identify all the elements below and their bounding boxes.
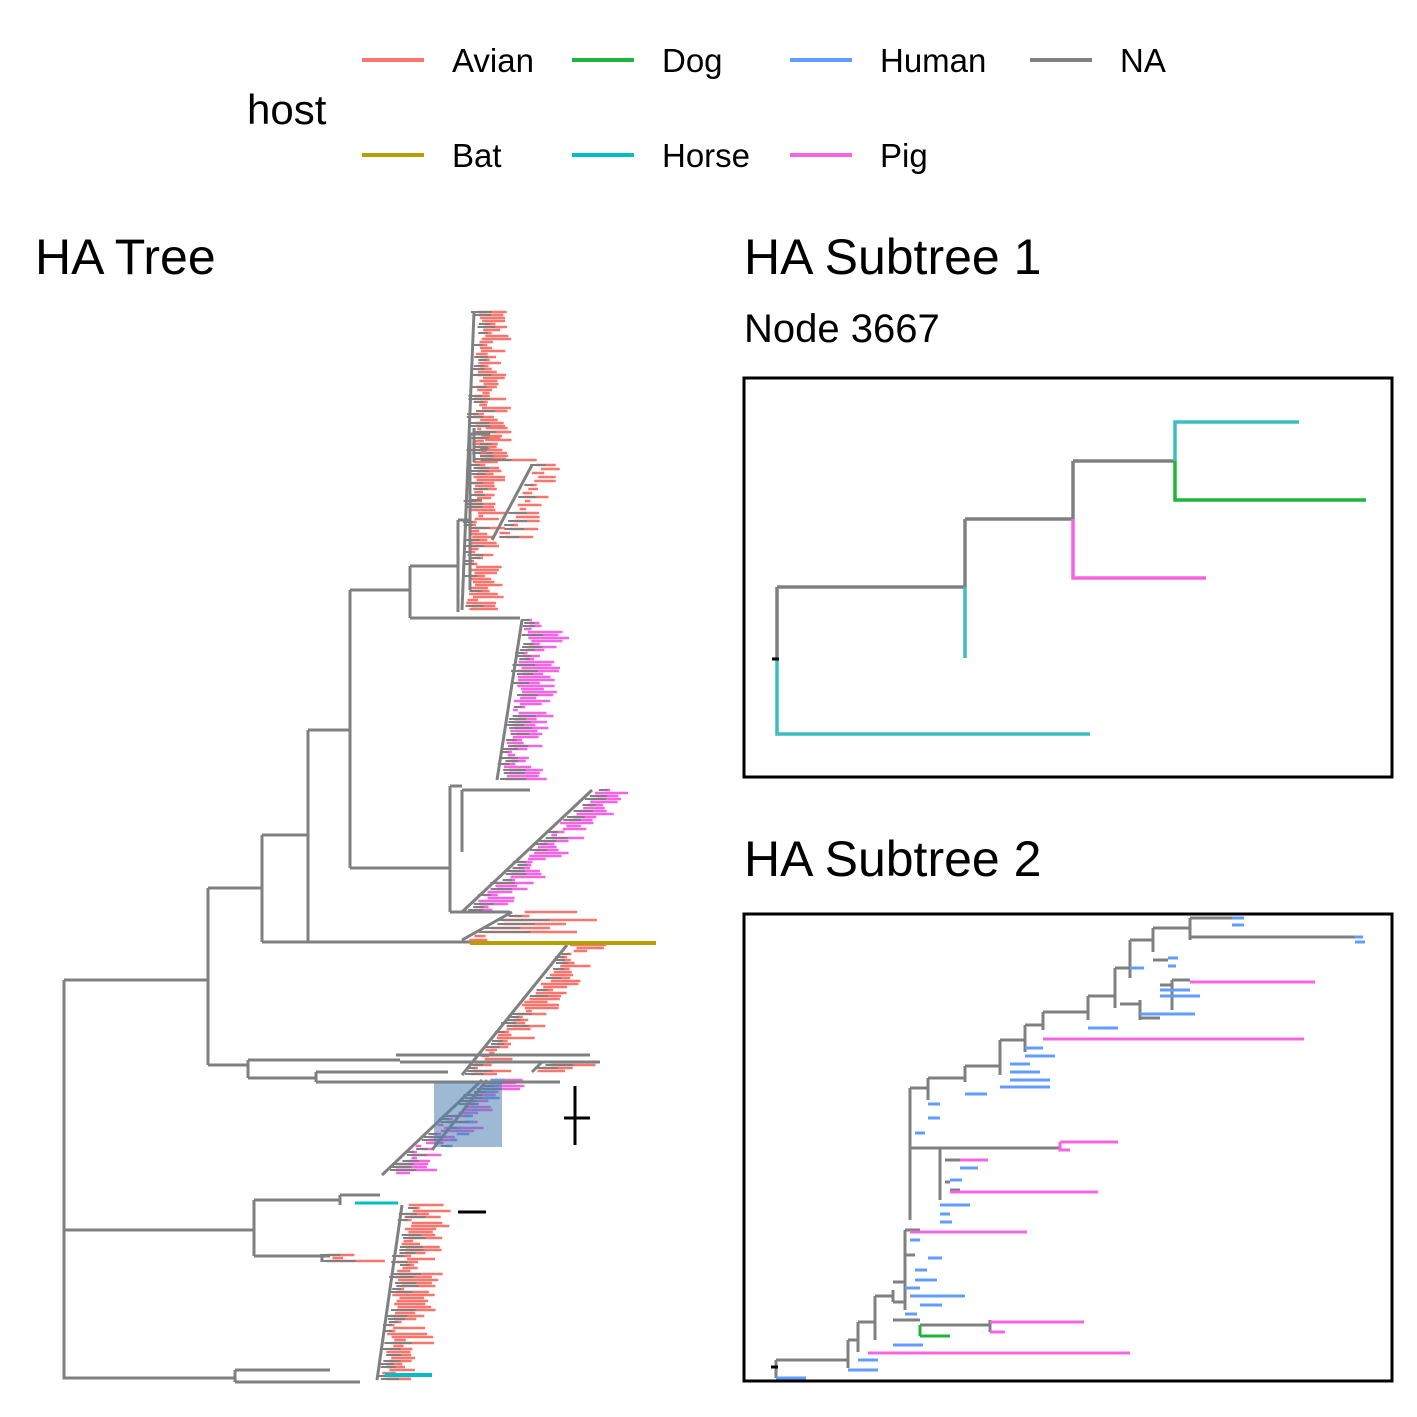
- main-tree-title: HA Tree: [35, 229, 216, 285]
- legend-label: Dog: [662, 42, 723, 79]
- subtree2-marker: [564, 1086, 590, 1145]
- main-tree-backbone: [62, 432, 600, 1384]
- subtree1-frame: [742, 376, 1394, 779]
- subtree1-subtitle: Node 3667: [744, 307, 940, 351]
- subtree2-marker-label: 2: [558, 1130, 596, 1149]
- legend-item-horse: Horse: [572, 137, 750, 174]
- legend-item-bat: Bat: [362, 137, 502, 174]
- subtree2-panel: [742, 912, 1394, 1383]
- legend-title: host: [247, 86, 327, 133]
- subtree1-panel: [742, 376, 1394, 779]
- subtree2-highlight: [434, 1083, 502, 1147]
- tip-cluster-pig: [495, 618, 569, 781]
- legend-item-dog: Dog: [572, 42, 723, 79]
- legend-label: Horse: [662, 137, 750, 174]
- legend-item-avian: Avian: [362, 42, 534, 79]
- subtree2-title: HA Subtree 2: [744, 831, 1041, 887]
- subtree1-title: HA Subtree 1: [744, 229, 1041, 285]
- main-tree: 2 1: [62, 310, 656, 1384]
- legend-label: Avian: [452, 42, 534, 79]
- legend-label: Human: [880, 42, 986, 79]
- tip-cluster-avian: [490, 463, 560, 541]
- subtree2-frame: [742, 912, 1394, 1383]
- tip-cluster-avian: [461, 910, 597, 942]
- legend-item-human: Human: [790, 42, 986, 79]
- legend-label: Bat: [452, 137, 502, 174]
- tip-cluster-pig: [460, 788, 628, 914]
- legend-label: Pig: [880, 137, 928, 174]
- legend: host Avian Dog Human NA Bat Horse Pig: [247, 42, 1166, 174]
- legend-item-na: NA: [1030, 42, 1166, 79]
- legend-item-pig: Pig: [790, 137, 928, 174]
- tip-cluster-avian: [375, 1203, 451, 1381]
- legend-label: NA: [1120, 42, 1166, 79]
